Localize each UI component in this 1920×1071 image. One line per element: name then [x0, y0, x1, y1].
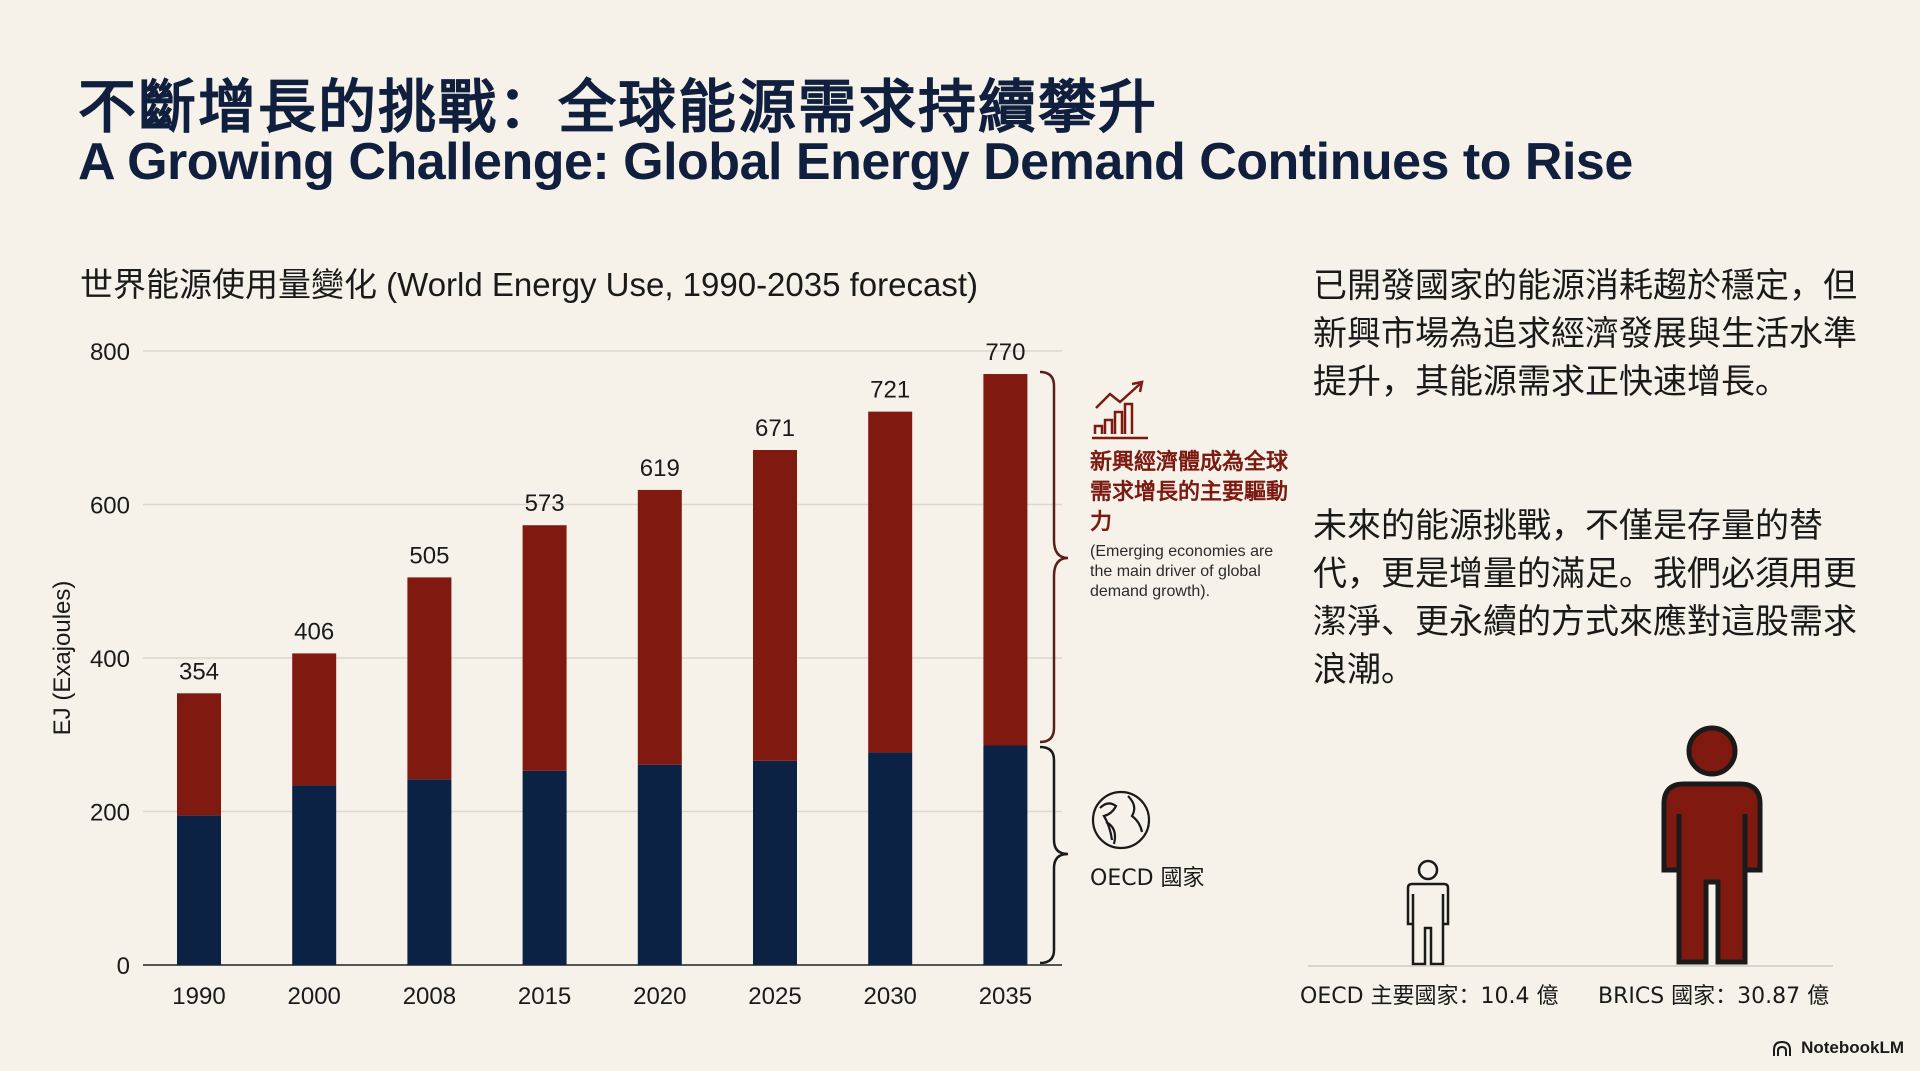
- emerging-annotation-en: (Emerging economies are the main driver …: [1090, 543, 1274, 600]
- bar-total-label: 770: [985, 339, 1025, 366]
- notebooklm-logo-icon: [1773, 1040, 1791, 1056]
- paragraph-future-challenge: 未來的能源挑戰，不僅是存量的替代，更是增量的滿足。我們必須用更潔淨、更永續的方式…: [1313, 506, 1857, 690]
- y-tick-label: 400: [90, 646, 130, 673]
- person-outline-icon: [1406, 859, 1450, 966]
- chart-title: 世界能源使用量變化 (World Energy Use, 1990-2035 f…: [80, 266, 979, 303]
- bar-emerging: [753, 450, 797, 761]
- bar-emerging: [522, 525, 567, 771]
- bar-total-label: 505: [409, 542, 449, 569]
- page-title-cn: 不斷增長的挑戰：全球能源需求持續攀升: [78, 73, 1159, 141]
- x-tick-label: 2015: [518, 983, 571, 1010]
- oecd-brace: [1039, 745, 1069, 965]
- y-tick-label: 0: [117, 953, 130, 980]
- bar-oecd: [868, 752, 913, 965]
- y-tick-label: 200: [90, 800, 130, 827]
- emerging-annotation-cn: 新興經濟體成為全球需求增長的主要驅動力: [1090, 450, 1289, 535]
- y-tick-label: 600: [90, 493, 130, 520]
- x-tick-label: 2000: [288, 983, 341, 1010]
- bar-total-label: 671: [755, 415, 795, 442]
- y-tick-label: 800: [90, 339, 130, 366]
- growth-chart-icon: [1092, 380, 1148, 440]
- bar-total-label: 573: [525, 490, 565, 517]
- x-tick-label: 2035: [979, 983, 1032, 1010]
- bar-emerging: [177, 693, 221, 816]
- oecd-annotation-label: OECD 國家: [1090, 866, 1205, 891]
- bar-emerging: [292, 653, 337, 786]
- bar-emerging: [637, 489, 682, 765]
- x-tick-label: 2030: [864, 983, 917, 1010]
- bar-oecd: [753, 760, 797, 965]
- bar-oecd: [637, 764, 682, 965]
- oecd-population-label: OECD 主要國家：10.4 億: [1300, 984, 1559, 1009]
- bar-total-label: 619: [640, 455, 680, 482]
- x-tick-label: 1990: [172, 983, 225, 1010]
- paragraph-developed-vs-emerging: 已開發國家的能源消耗趨於穩定，但新興市場為追求經濟發展與生活水準提升，其能源需求…: [1313, 266, 1857, 402]
- emerging-annotation: 新興經濟體成為全球需求增長的主要驅動力 (Emerging economies …: [1090, 448, 1290, 602]
- bar-emerging: [868, 411, 913, 753]
- page-title-en: A Growing Challenge: Global Energy Deman…: [78, 133, 1633, 191]
- bar-total-label: 406: [294, 618, 334, 645]
- brics-population-label: BRICS 國家：30.87 億: [1598, 984, 1830, 1009]
- bar-total-label: 354: [179, 658, 219, 685]
- bar-oecd: [522, 770, 567, 965]
- x-tick-label: 2020: [633, 983, 686, 1010]
- bar-total-label: 721: [870, 377, 910, 404]
- y-axis-label: EJ (Exajoules): [49, 581, 76, 736]
- x-tick-label: 2025: [748, 983, 801, 1010]
- brand-label: NotebookLM: [1801, 1038, 1904, 1057]
- bar-oecd: [292, 785, 337, 965]
- emerging-brace: [1039, 370, 1069, 744]
- globe-icon: [1091, 790, 1151, 850]
- x-tick-label: 2008: [403, 983, 456, 1010]
- bar-oecd: [983, 745, 1028, 965]
- bar-oecd: [177, 815, 221, 965]
- bar-emerging: [407, 577, 452, 780]
- bar-emerging: [983, 374, 1028, 746]
- person-filled-icon: [1661, 725, 1763, 965]
- bar-oecd: [407, 779, 452, 965]
